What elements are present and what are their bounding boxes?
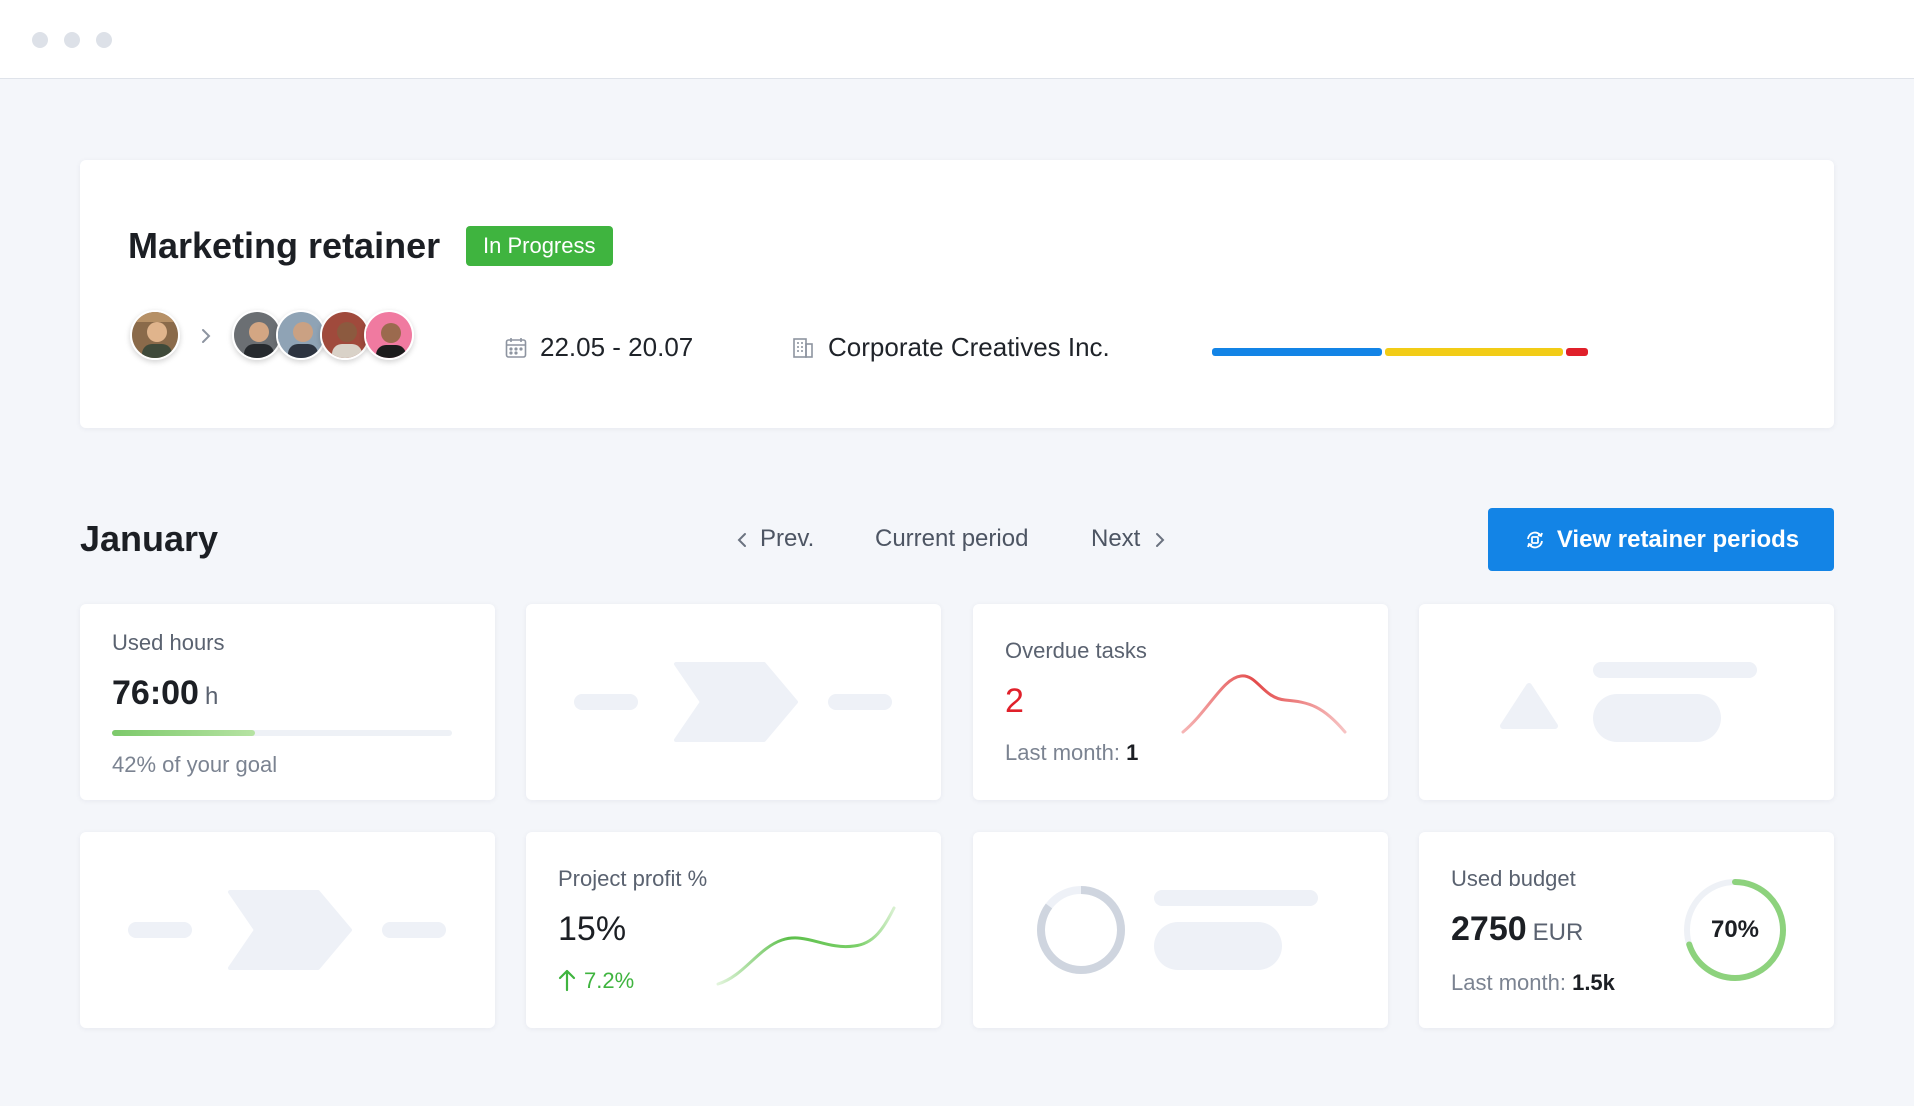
calendar-icon [504, 336, 528, 365]
view-retainer-periods-label: View retainer periods [1556, 525, 1800, 553]
overdue-trend-sparkline [1181, 674, 1347, 734]
used-hours-goal: 42% of your goal [112, 752, 278, 777]
team-avatar[interactable] [232, 310, 282, 360]
chevron-right-icon [200, 327, 212, 350]
placeholder-card [526, 604, 941, 800]
project-profit-label: Project profit % [558, 866, 708, 891]
placeholder-pill [1154, 922, 1282, 970]
used-budget-last-month: Last month: 1.5k [1451, 970, 1615, 996]
used-budget-label: Used budget [1451, 866, 1576, 891]
retainer-cycle-icon [1526, 531, 1543, 548]
used-hours-label: Used hours [112, 630, 225, 655]
used-budget-value: 2750 EUR [1451, 910, 1583, 949]
used-hours-progress-track [112, 730, 452, 736]
used-budget-ring [1684, 879, 1786, 981]
date-range: 22.05 - 20.07 [540, 332, 694, 362]
budget-last-month-label: Last month: [1451, 970, 1566, 995]
prev-label: Prev. [760, 525, 815, 552]
window-dot-maximize[interactable] [96, 32, 112, 48]
progress-segment [1385, 348, 1563, 356]
client-name: Corporate Creatives Inc. [828, 332, 1110, 362]
project-profit-change: 7.2% [558, 968, 634, 994]
overdue-last-month-value: 1 [1126, 740, 1139, 765]
used-hours-number: 76:00 [112, 674, 199, 712]
team-avatar[interactable] [276, 310, 326, 360]
placeholder-chevron-shape [228, 890, 352, 970]
placeholder-card [973, 832, 1388, 1028]
placeholder-bar [828, 694, 892, 710]
overdue-last-month-label: Last month: [1005, 740, 1120, 765]
project-progress-bar [1212, 348, 1588, 356]
period-month: January [80, 518, 219, 559]
placeholder-card [1419, 604, 1834, 800]
overdue-tasks-label: Overdue tasks [1005, 638, 1147, 663]
placeholder-bar [382, 922, 446, 938]
status-badge: In Progress [466, 226, 613, 266]
used-hours-progress-fill [112, 730, 255, 736]
project-profit-card: Project profit % 15% 7.2% [526, 832, 941, 1028]
overdue-tasks-value: 2 [1005, 682, 1024, 720]
placeholder-bar [128, 922, 192, 938]
placeholder-triangle-shape [1500, 683, 1558, 729]
used-budget-gauge: 70% [1681, 876, 1789, 984]
used-hours-value: 76:00 h [112, 674, 218, 713]
used-hours-card: Used hours 76:00 h 42% of your goal [80, 604, 495, 800]
view-retainer-periods-button[interactable]: View retainer periods [1488, 508, 1834, 571]
placeholder-bar [574, 694, 638, 710]
placeholder-bar [1154, 890, 1318, 906]
used-budget-unit: EUR [1532, 919, 1584, 946]
owner-avatar[interactable] [130, 310, 180, 360]
window-titlebar [0, 0, 1914, 79]
next-label: Next [1091, 525, 1141, 552]
progress-segment [1212, 348, 1383, 356]
placeholder-ring-shape [1037, 886, 1125, 974]
budget-last-month-value: 1.5k [1572, 970, 1615, 995]
progress-segment [1565, 348, 1588, 356]
window-dot-close[interactable] [32, 32, 48, 48]
used-hours-unit: h [204, 683, 219, 710]
used-budget-arc [1684, 879, 1786, 981]
building-icon [791, 336, 815, 365]
project-profit-change-value: 7.2% [584, 968, 635, 993]
team-avatar[interactable] [364, 310, 414, 360]
overdue-tasks-last-month: Last month: 1 [1005, 740, 1138, 766]
placeholder-chevron-shape [674, 662, 798, 742]
chevron-right-icon [1156, 532, 1165, 547]
used-budget-card: Used budget 2750 EUR Last month: 1.5k 70% [1419, 832, 1834, 1028]
used-budget-number: 2750 [1451, 910, 1527, 948]
arrow-up-icon [558, 969, 576, 992]
project-header-card: Marketing retainer In Progress 22.05 - 2… [80, 160, 1834, 428]
chevron-left-icon [737, 532, 746, 547]
current-period-link[interactable]: Current period [875, 525, 1029, 552]
project-profit-value: 15% [558, 910, 627, 948]
overdue-tasks-card: Overdue tasks 2 Last month: 1 [973, 604, 1388, 800]
placeholder-bar [1593, 662, 1757, 678]
project-title: Marketing retainer [128, 225, 441, 266]
prev-period-link[interactable]: Prev. [736, 525, 814, 553]
placeholder-pill [1593, 694, 1721, 742]
window-dot-minimize[interactable] [64, 32, 80, 48]
next-period-link[interactable]: Next [1091, 525, 1166, 553]
profit-trend-sparkline [716, 906, 896, 986]
team-avatar[interactable] [320, 310, 370, 360]
placeholder-card [80, 832, 495, 1028]
used-budget-percent: 70% [1710, 916, 1760, 943]
